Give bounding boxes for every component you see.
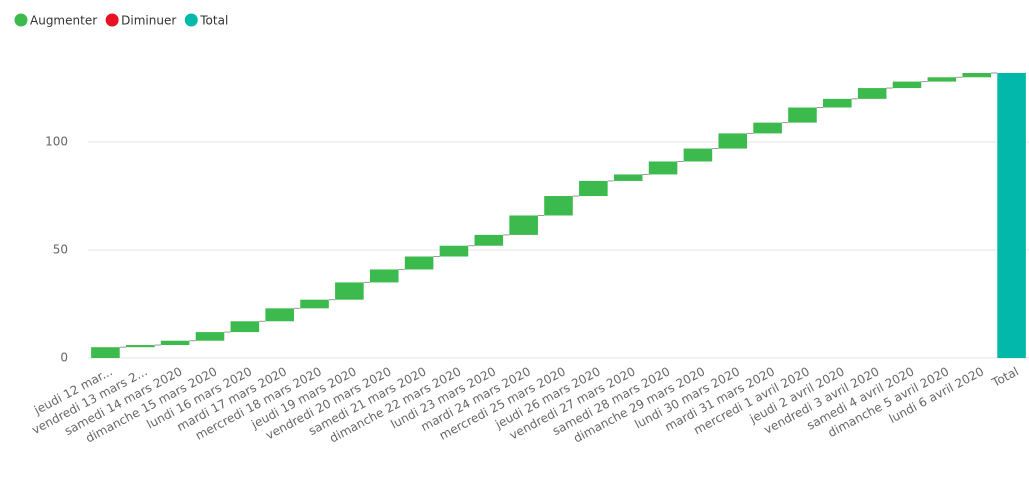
legend-label: Total: [199, 14, 228, 28]
bar: [962, 72, 992, 78]
bar: [718, 133, 748, 149]
bar: [160, 340, 190, 346]
bar: [753, 122, 782, 134]
bar: [335, 282, 364, 300]
bar: [439, 245, 469, 257]
total-bar: [997, 72, 1026, 359]
y-tick-label: 100: [45, 135, 68, 149]
legend-label: Augmenter: [30, 14, 97, 28]
bar: [648, 161, 678, 175]
bar: [265, 308, 294, 322]
bar: [892, 81, 922, 89]
x-tick-label: Total: [989, 364, 1021, 390]
bar: [509, 215, 538, 235]
bar: [369, 269, 399, 283]
bar: [230, 321, 260, 333]
bar: [91, 347, 120, 358]
legend-swatch: [105, 13, 119, 27]
legend-swatch: [184, 13, 198, 27]
bar: [195, 332, 225, 341]
bar: [404, 256, 434, 270]
bar: [927, 77, 957, 82]
bar: [125, 345, 155, 348]
bar: [474, 234, 504, 246]
bar: [857, 88, 887, 99]
y-tick-label: 0: [60, 351, 68, 365]
bar: [683, 148, 713, 162]
bar: [300, 299, 329, 309]
bar: [544, 196, 573, 216]
bar: [788, 107, 817, 123]
legend-label: Diminuer: [121, 14, 176, 28]
y-tick-label: 50: [53, 243, 68, 257]
bar: [613, 174, 643, 181]
bar: [579, 180, 608, 197]
legend-swatch: [14, 13, 28, 27]
bar: [823, 98, 852, 108]
